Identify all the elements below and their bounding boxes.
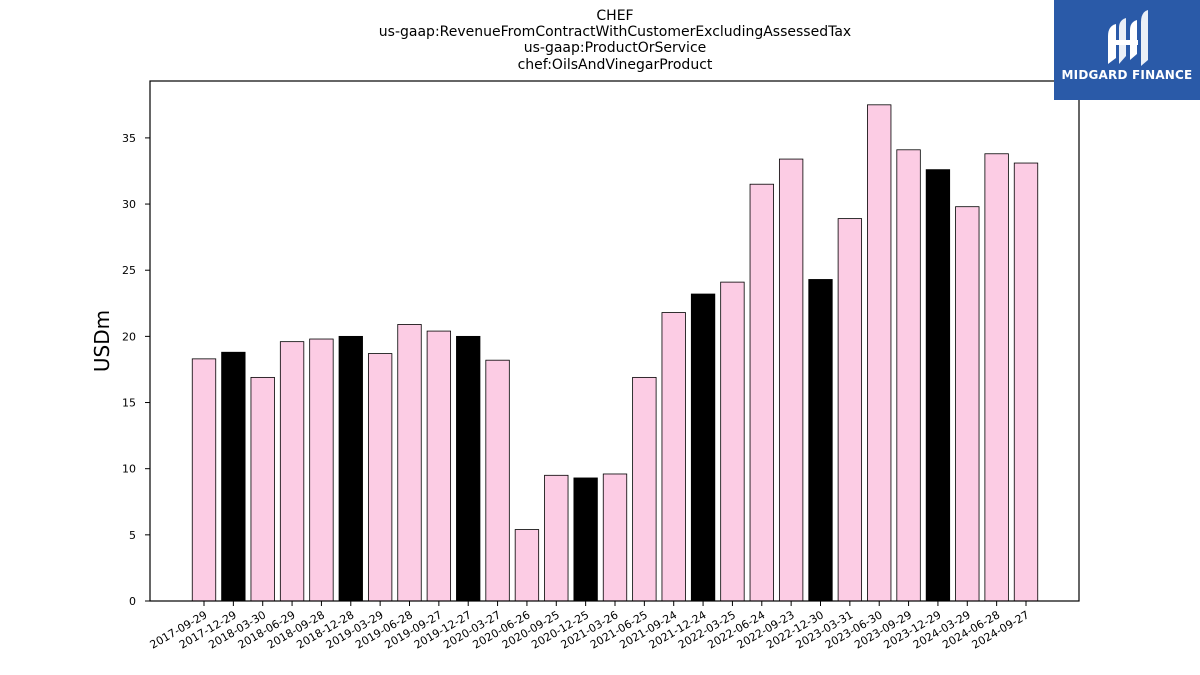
bar-2021-09-24 [661,312,686,602]
y-axis-label: USDm [90,310,114,372]
y-tick-label: 0 [129,595,136,608]
bar-2019-12-27 [456,335,481,602]
bar-2020-03-27 [485,359,510,602]
bar-2022-09-23 [778,158,804,602]
y-tick-label: 15 [122,397,136,410]
y-tick-label: 5 [129,529,136,542]
bar-2024-06-28 [984,153,1009,602]
bar-2020-12-25 [573,477,598,602]
y-tick-label: 35 [122,132,136,145]
y-tick-label: 25 [122,264,136,277]
y-tick-label: 20 [122,330,136,343]
title-line-1: CHEF [596,8,633,24]
bar-2019-09-27 [426,330,452,602]
y-axis: 0 5 10 15 20 25 30 35 [122,132,150,608]
logo-text: MIDGARD FINANCE [1061,68,1193,82]
bar-2018-12-28 [338,335,363,602]
y-tick-label: 30 [122,198,136,211]
plot-frame [149,80,1080,602]
bar-2023-12-29 [925,169,951,602]
bar-2024-03-29 [955,206,980,602]
bar-2023-09-29 [896,149,921,602]
bar-2017-12-29 [221,351,246,602]
bar-2019-03-29 [367,353,393,602]
bar-2018-03-30 [250,376,275,602]
bar-2020-06-26 [514,529,540,602]
x-axis: 2017-09-292017-12-292018-03-302018-06-29… [148,601,1032,652]
bar-2021-06-25 [632,376,657,602]
bar-2021-12-24 [690,293,716,602]
bars-group [191,104,1039,602]
bar-2022-06-24 [749,183,774,602]
bar-2018-06-29 [279,341,305,602]
bar-2024-09-27 [1013,162,1039,602]
bar-2018-09-28 [309,338,334,602]
title-line-4: chef:OilsAndVinegarProduct [518,57,713,73]
chart-title: CHEF us-gaap:RevenueFromContractWithCust… [379,8,851,73]
title-line-2: us-gaap:RevenueFromContractWithCustomerE… [379,24,851,40]
bar-2020-09-25 [544,474,569,602]
title-line-3: us-gaap:ProductOrService [524,40,707,56]
midgard-finance-logo: MIDGARD FINANCE [1054,0,1200,100]
bar-2017-09-29 [191,358,217,602]
bar-2022-03-25 [720,281,745,602]
bar-2022-12-30 [808,279,833,602]
bar-2019-06-28 [397,324,422,602]
bar-2021-03-26 [602,473,628,602]
bar-2023-03-31 [837,218,863,602]
midgard-logo-icon [1108,10,1148,66]
y-tick-label: 10 [122,463,136,476]
bar-2023-06-30 [867,104,892,602]
